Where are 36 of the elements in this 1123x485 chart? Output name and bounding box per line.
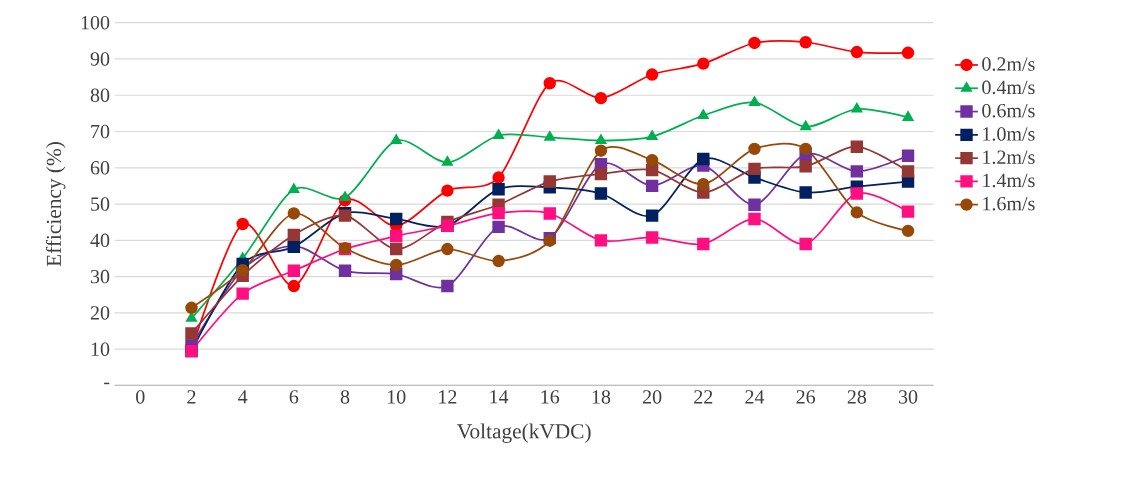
x-tick-label: 30	[898, 389, 918, 404]
x-tick-label: 22	[694, 389, 713, 404]
x-tick-label: 20	[642, 389, 662, 404]
x-tick-label: 26	[796, 389, 816, 404]
x-tick-label: 18	[592, 389, 611, 404]
x-axis-title: Voltage(kVDC)	[457, 423, 591, 443]
y-tick-label: 90	[90, 51, 110, 66]
y-tick-label: 50	[91, 197, 110, 211]
x-tick-label: 2	[187, 389, 196, 404]
y-tick-label: 60	[90, 160, 110, 175]
x-tick-label: 10	[387, 389, 406, 404]
legend-label: 1.6m/s	[983, 196, 1035, 211]
y-tick-label: 10	[91, 342, 110, 356]
y-tick-label: 20	[90, 305, 110, 320]
y-tick-label: 100	[81, 15, 110, 30]
x-tick-label: 8	[340, 389, 350, 404]
x-tick-label: 16	[541, 389, 560, 404]
legend-label: 1.4m/s	[983, 173, 1035, 188]
legend-label: 0.4m/s	[982, 80, 1035, 94]
y-tick-label: 40	[90, 233, 110, 247]
x-tick-label: 12	[439, 389, 457, 404]
y-tick-label: 70	[91, 124, 110, 139]
x-tick-label: 14	[490, 389, 509, 404]
legend-label: 1.0m/s	[983, 126, 1035, 141]
y-tick-label: 80	[90, 88, 110, 102]
x-tick-label: 24	[745, 389, 765, 404]
y-tick-label: -	[104, 382, 110, 384]
x-tick-label: 0	[136, 389, 145, 404]
y-tick-label: 30	[90, 269, 110, 284]
x-tick-label: 4	[238, 389, 248, 404]
legend-label: 0.2m/s	[982, 57, 1035, 71]
legend-label: 0.6m/s	[982, 103, 1035, 118]
x-tick-label: 6	[289, 389, 299, 404]
y-axis-title: Efficiency (%)	[45, 141, 66, 267]
x-tick-label: 28	[847, 389, 867, 404]
legend-label: 1.2m/s	[983, 150, 1035, 164]
